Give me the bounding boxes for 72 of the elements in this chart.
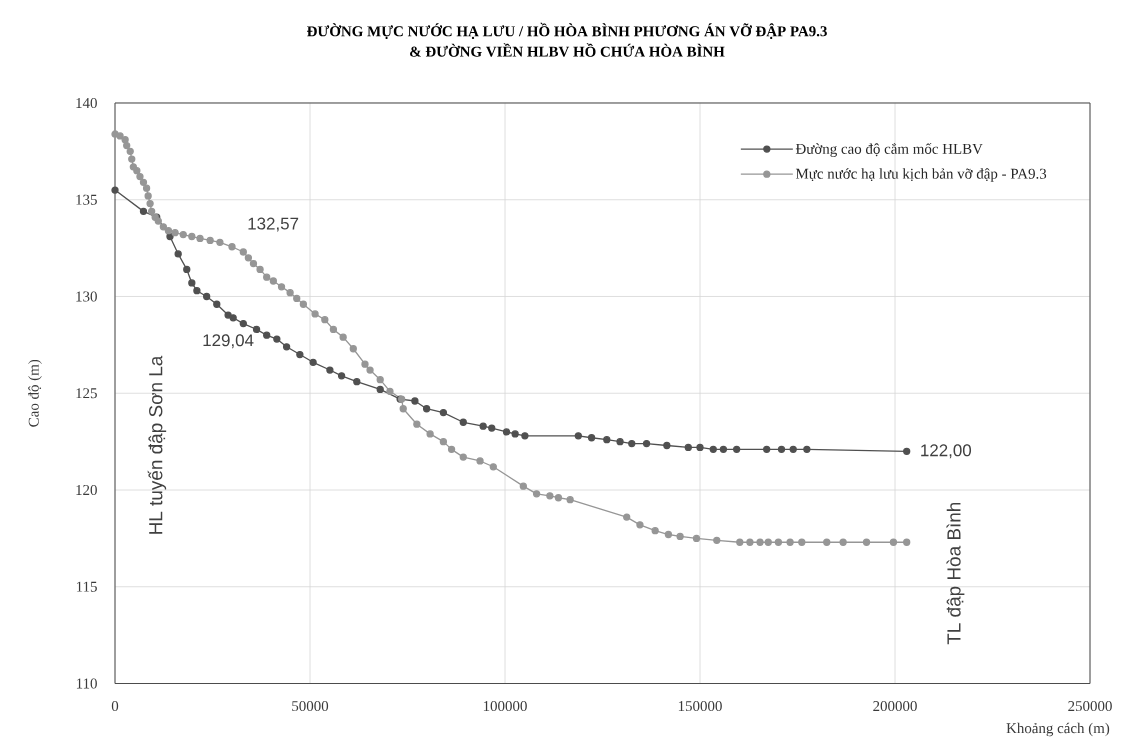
legend-label: Đường cao độ cắm mốc HLBV bbox=[795, 142, 983, 157]
y-tick-label: 135 bbox=[76, 194, 97, 205]
x-tick-label: 100000 bbox=[483, 701, 527, 712]
point bbox=[411, 397, 419, 405]
x-tick-label: 250000 bbox=[1068, 701, 1112, 712]
data-label: 122,00 bbox=[921, 444, 972, 459]
point bbox=[376, 385, 384, 394]
chart-title: ĐƯỜNG MỰC NƯỚC HẠ LƯU / HỒ HÒA BÌNH PHƯƠNG ÁN VỠ ĐẬP PA9.3 bbox=[306, 22, 827, 40]
y-tick-label: 110 bbox=[76, 678, 97, 689]
legend-label: Mực nước hạ lưu kịch bản vỡ đập - PA9.3 bbox=[795, 168, 1047, 182]
y-tick-label: 140 bbox=[76, 97, 97, 109]
y-tick-label: 120 bbox=[76, 484, 97, 496]
point bbox=[603, 436, 611, 444]
point bbox=[459, 418, 467, 426]
point bbox=[188, 279, 196, 287]
y-axis-title: Cao độ (m) bbox=[28, 359, 42, 427]
y-tick-label: 125 bbox=[76, 388, 97, 399]
point bbox=[224, 311, 232, 319]
point bbox=[296, 350, 304, 359]
x-tick-label: 150000 bbox=[678, 701, 722, 712]
point bbox=[273, 335, 281, 343]
point bbox=[139, 207, 148, 216]
point bbox=[166, 232, 174, 241]
point bbox=[353, 377, 361, 386]
chart-subtitle: & ĐƯỜNG VIỀN HLBV HỒ CHỨA HÒA BÌNH bbox=[410, 43, 725, 57]
point bbox=[252, 325, 261, 334]
y-tick-label: 130 bbox=[76, 291, 97, 302]
point bbox=[684, 443, 692, 452]
point bbox=[502, 428, 511, 436]
point bbox=[789, 445, 797, 454]
point bbox=[439, 408, 448, 417]
point bbox=[193, 287, 201, 295]
point bbox=[616, 437, 624, 446]
point bbox=[337, 372, 346, 380]
point bbox=[587, 434, 596, 442]
point bbox=[111, 186, 119, 194]
point bbox=[479, 422, 487, 430]
point bbox=[263, 331, 271, 339]
point bbox=[642, 439, 651, 448]
x-tick-label: 0 bbox=[111, 701, 119, 712]
point bbox=[663, 441, 671, 450]
point bbox=[229, 314, 237, 322]
point bbox=[903, 447, 911, 455]
point bbox=[239, 319, 247, 328]
point bbox=[709, 445, 717, 454]
point bbox=[488, 424, 496, 432]
point bbox=[422, 405, 431, 413]
point bbox=[183, 265, 191, 274]
x-axis-title: Khoảng cách (m) bbox=[1006, 722, 1110, 737]
y-tick-label: 115 bbox=[76, 581, 97, 592]
point bbox=[763, 445, 771, 454]
point bbox=[203, 292, 211, 301]
point bbox=[326, 366, 334, 374]
point bbox=[574, 432, 582, 440]
point bbox=[719, 445, 728, 454]
data-label: 132,57 bbox=[248, 217, 299, 232]
point bbox=[282, 343, 291, 351]
point bbox=[213, 300, 221, 308]
point bbox=[733, 445, 741, 454]
x-tick-label: 50000 bbox=[292, 701, 329, 712]
x-tick-label: 200000 bbox=[873, 701, 917, 712]
point bbox=[174, 250, 182, 258]
point bbox=[521, 432, 529, 440]
point bbox=[628, 439, 636, 448]
point bbox=[803, 445, 811, 454]
point bbox=[777, 445, 786, 454]
annotation: HL tuyến đập Sơn La bbox=[147, 355, 167, 534]
point bbox=[696, 443, 704, 452]
data-label: 129,04 bbox=[203, 334, 254, 349]
annotation: TL đập Hòa Bình bbox=[946, 502, 965, 645]
point bbox=[511, 430, 519, 438]
point bbox=[309, 358, 317, 366]
